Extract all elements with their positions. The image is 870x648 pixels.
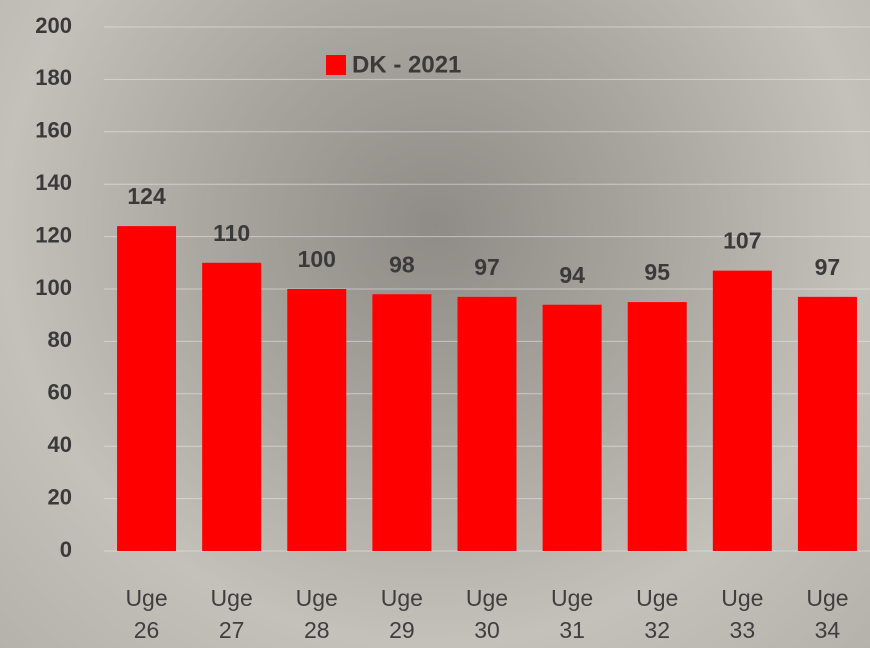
y-tick-label: 180 [35, 65, 72, 90]
data-label: 98 [389, 251, 415, 277]
x-tick-label: Uge 26 [112, 582, 182, 646]
x-tick-label: Uge 27 [197, 582, 267, 646]
data-label: 100 [298, 246, 336, 272]
bar [798, 297, 857, 551]
data-label: 94 [559, 262, 585, 288]
x-tick-label: Uge 29 [367, 582, 437, 646]
bar [628, 302, 687, 551]
bar [372, 294, 431, 551]
bar [458, 297, 517, 551]
data-label: 97 [815, 254, 841, 280]
x-tick-label: Uge 30 [452, 582, 522, 646]
data-label: 97 [474, 254, 500, 280]
legend-label: DK - 2021 [352, 51, 461, 78]
bar [543, 305, 602, 551]
x-tick-label: Uge 28 [282, 582, 352, 646]
y-tick-label: 60 [48, 380, 72, 405]
y-tick-label: 40 [48, 432, 72, 457]
bar [287, 289, 346, 551]
x-tick-label: Uge 33 [707, 582, 777, 646]
data-label: 110 [213, 220, 250, 246]
data-label: 107 [723, 228, 761, 254]
data-label: 95 [644, 259, 670, 285]
y-tick-label: 160 [35, 118, 72, 143]
x-tick-label: Uge 34 [792, 582, 862, 646]
legend-swatch [326, 55, 346, 75]
y-tick-label: 0 [60, 537, 72, 562]
x-tick-label: Uge 32 [622, 582, 692, 646]
bar [202, 263, 261, 551]
y-tick-label: 20 [48, 484, 72, 509]
chart-svg: 0 20 40 60 80 100 120 140 160 180 200 124 110 100 98 97… [0, 0, 870, 648]
y-tick-label: 80 [48, 327, 72, 352]
bar [713, 271, 772, 551]
data-label: 124 [127, 183, 166, 209]
y-tick-label: 120 [35, 222, 72, 247]
y-tick-label: 200 [35, 13, 72, 38]
x-tick-label: Uge 31 [537, 582, 607, 646]
chart: 0 20 40 60 80 100 120 140 160 180 200 124 110 100 98 97… [0, 0, 870, 648]
bar [117, 226, 176, 551]
y-tick-label: 140 [35, 170, 72, 195]
y-tick-label: 100 [35, 275, 72, 300]
